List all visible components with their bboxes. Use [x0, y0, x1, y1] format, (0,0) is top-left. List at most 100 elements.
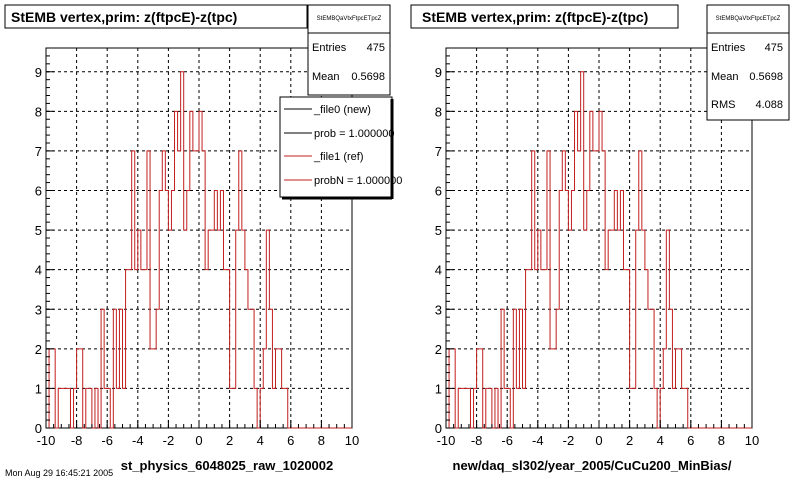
right-histogram-bin	[562, 151, 565, 428]
left-histogram-bin	[227, 270, 230, 428]
left-x-tick-label: -8	[71, 433, 83, 448]
left-y-tick-label: 0	[35, 421, 42, 436]
right-y-tick-label: 9	[435, 65, 442, 80]
right-histogram-bin	[627, 270, 630, 428]
right-stats-mean-label: Mean	[711, 71, 739, 83]
right-x-tick-label: 8	[718, 433, 725, 448]
right-histogram-bin	[571, 191, 574, 429]
left-stats-entries-label: Entries	[312, 42, 347, 54]
right-histogram-bin	[676, 349, 679, 428]
left-histogram-bin	[165, 191, 168, 429]
left-histogram-bin	[153, 349, 156, 428]
left-histogram-bin	[282, 388, 285, 428]
left-y-tick-label: 2	[35, 342, 42, 357]
left-panel: StEMB vertex,prim: z(ftpcE)-z(tpc) -10 -8…	[4, 4, 402, 473]
left-x-tick-label: 0	[195, 433, 202, 448]
right-title-box	[410, 4, 679, 29]
right-y-tick-label: 6	[435, 184, 442, 199]
left-x-tick-label: 8	[318, 433, 325, 448]
left-stats-mean-value: 0.5698	[351, 71, 385, 83]
right-x-tick-label: -2	[563, 433, 575, 448]
footer-timestamp: Mon Aug 29 16:45:21 2005	[5, 468, 113, 478]
left-x-tick-label: 2	[226, 433, 233, 448]
right-stats-mean-value: 0.5698	[749, 71, 783, 83]
right-histogram-bin	[550, 349, 553, 428]
left-y-tick-label: 9	[35, 65, 42, 80]
right-y-tick-label: 4	[435, 263, 442, 278]
left-x-tick-label: 6	[287, 433, 294, 448]
right-histogram-bin	[461, 388, 464, 428]
right-histogram-bin	[519, 309, 522, 428]
left-histogram-bin	[95, 388, 98, 428]
left-histogram-bin	[101, 309, 104, 428]
left-title-box	[4, 4, 308, 29]
left-histogram-bin	[80, 349, 83, 428]
left-histogram-bin	[223, 270, 226, 428]
left-histogram-bin	[196, 151, 199, 428]
left-histogram-bin	[285, 388, 288, 428]
left-histogram-bin	[132, 151, 135, 428]
left-histogram-bin	[187, 191, 190, 429]
right-histogram-bin	[568, 230, 571, 428]
left-histogram-bin	[178, 151, 181, 428]
right-stats-entries-label: Entries	[711, 42, 746, 54]
right-x-axis-label: new/daq_sl302/year_2005/CuCu200_MinBias/	[453, 458, 732, 473]
left-histogram-bin	[168, 230, 171, 428]
right-histogram-bin	[663, 349, 666, 428]
right-histogram-bin	[596, 151, 599, 428]
left-histogram-bin	[263, 349, 266, 428]
left-histogram-bin	[181, 72, 184, 428]
right-histogram-bin	[611, 230, 614, 428]
left-histogram-bin	[211, 230, 214, 428]
left-histogram-bin	[61, 388, 64, 428]
right-stats-rms-label: RMS	[711, 99, 735, 111]
left-histogram-bin	[199, 111, 202, 428]
left-x-tick-label: -6	[101, 433, 113, 448]
left-y-tick-label: 8	[35, 104, 42, 119]
right-histogram-bin	[651, 309, 654, 428]
legend-entry-probn: probN = 1.000000	[314, 175, 402, 187]
right-y-tick-label: 3	[435, 302, 442, 317]
left-histogram-bin	[150, 349, 153, 428]
left-x-axis-label: st_physics_6048025_raw_1020002	[121, 458, 334, 473]
left-x-tick-label: 4	[257, 433, 264, 448]
right-histogram-bin	[614, 191, 617, 429]
right-histogram-series	[446, 71, 752, 429]
right-histogram-bin	[553, 349, 556, 428]
left-histogram-bin	[245, 270, 248, 428]
left-x-tick-label: 10	[345, 433, 359, 448]
left-histogram-bin	[141, 270, 144, 428]
right-stats-rms-value: 4.088	[755, 99, 783, 111]
right-histogram-bin	[648, 309, 651, 428]
right-histogram-bin	[458, 388, 461, 428]
left-histogram-bin	[175, 111, 178, 428]
left-histogram-bin	[220, 191, 223, 429]
right-x-tick-label: 0	[595, 433, 602, 448]
left-histogram-bin	[242, 230, 245, 428]
left-histogram-bin	[193, 151, 196, 428]
left-histogram-bin	[272, 388, 275, 428]
left-legend: _file0 (new) prob = 1.000000 _file1 (ref…	[279, 96, 402, 200]
left-histogram-bin	[233, 388, 236, 428]
right-histogram-bin	[541, 270, 544, 428]
right-x-tick-label: 4	[657, 433, 664, 448]
left-y-tick-label: 5	[35, 223, 42, 238]
right-stats-entries-value: 475	[765, 42, 783, 54]
left-stats-box: StEMBQaVtxFtpcETpcZ Entries 475 Mean 0.5…	[307, 4, 391, 96]
left-y-tick-label: 6	[35, 184, 42, 199]
right-histogram-bin	[556, 309, 559, 428]
right-x-tick-label: -8	[471, 433, 483, 448]
left-histogram-bin	[162, 151, 165, 428]
right-histogram-bin	[559, 191, 562, 429]
right-histogram-bin	[620, 191, 623, 429]
right-histogram-bin	[495, 388, 498, 428]
right-histogram-bin	[593, 151, 596, 428]
right-x-tick-label: 6	[687, 433, 694, 448]
right-histogram-bin	[467, 388, 470, 428]
right-x-tick-label: -10	[437, 433, 456, 448]
legend-entry-prob: prob = 1.000000	[314, 128, 394, 140]
right-histogram-bin	[608, 230, 611, 428]
left-x-tick-label: -2	[163, 433, 175, 448]
right-y-tick-label: 5	[435, 223, 442, 238]
left-histogram-bin	[214, 191, 217, 429]
